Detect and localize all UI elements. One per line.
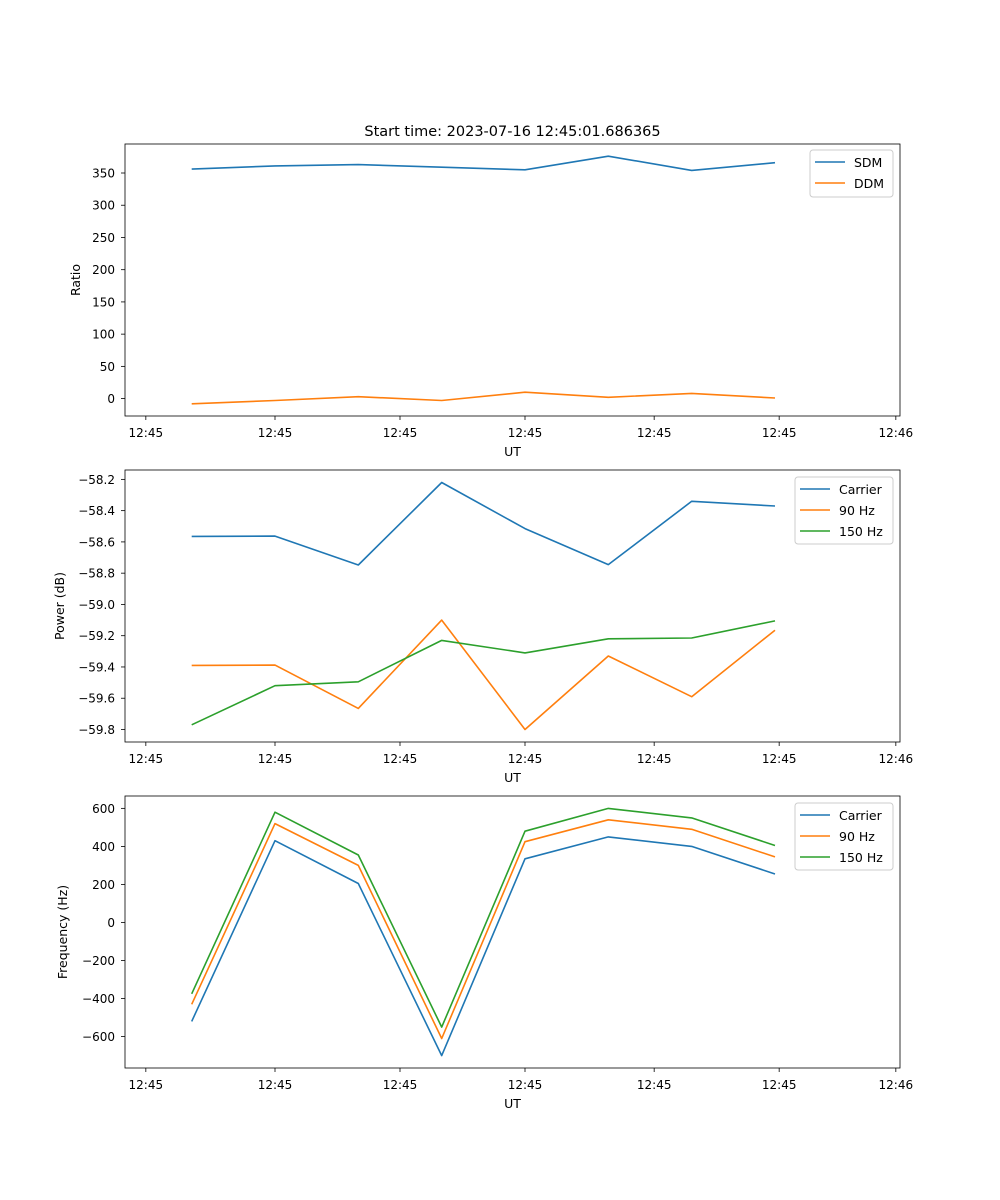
y-tick-label: 250	[92, 231, 115, 245]
x-tick-label: 12:45	[383, 752, 418, 766]
y-tick-label: 400	[92, 840, 115, 854]
legend-frame	[794, 476, 894, 545]
power-y-axis: −59.8 −59.6 −59.4 −59.2 −59.0 −58.8 −58.…	[78, 473, 115, 737]
ratio-x-axis: 12:45 12:45 12:45 12:45 12:45 12:45 12:4…	[129, 426, 914, 440]
y-tick-label: −58.6	[78, 535, 115, 549]
frequency-y-axis: −600 −400 −200 0 200 400 600	[82, 802, 115, 1044]
power-plot-area	[191, 481, 776, 731]
frequency-panel: 12:45 12:45 12:45 12:45 12:45 12:45 12:4…	[55, 795, 914, 1111]
x-tick-label: 12:46	[879, 752, 914, 766]
legend-label-150hz: 150 Hz	[839, 850, 883, 865]
series-line-carrier	[191, 481, 776, 566]
y-tick-label: 150	[92, 295, 115, 309]
y-tick-label: 100	[92, 328, 115, 342]
x-tick-label: 12:45	[508, 1078, 543, 1092]
legend-frame	[794, 802, 894, 871]
series-line-90hz	[190, 818, 776, 1040]
legend-label-ddm: DDM	[854, 176, 884, 191]
legend-label-90hz: 90 Hz	[839, 503, 875, 518]
y-tick-label: 50	[100, 360, 115, 374]
x-tick-label: 12:45	[508, 426, 543, 440]
y-tick-label: −58.8	[78, 567, 115, 581]
y-tick-label: 300	[92, 199, 115, 213]
x-tick-label: 12:45	[637, 752, 672, 766]
series-line-150hz	[190, 807, 776, 1028]
x-tick-label: 12:45	[258, 1078, 293, 1092]
ratio-plot-area	[191, 155, 776, 405]
x-axis-label: UT	[504, 770, 521, 785]
frequency-x-axis: 12:45 12:45 12:45 12:45 12:45 12:45 12:4…	[129, 1078, 914, 1092]
series-line-carrier	[190, 836, 776, 1057]
x-axis-label: UT	[504, 1096, 521, 1111]
y-tick-label: −59.4	[78, 661, 115, 675]
y-tick-label: −58.4	[78, 504, 115, 518]
series-line-90hz	[191, 619, 776, 731]
y-tick-label: −400	[82, 992, 115, 1006]
ratio-panel: Start time: 2023-07-16 12:45:01.686365 1…	[68, 124, 913, 459]
y-tick-label: 350	[92, 167, 115, 181]
frequency-legend: Carrier 90 Hz 150 Hz	[794, 802, 894, 871]
x-tick-label: 12:46	[879, 426, 914, 440]
chart-title: Start time: 2023-07-16 12:45:01.686365	[364, 124, 660, 140]
y-tick-label: 0	[107, 916, 115, 930]
x-tick-label: 12:45	[129, 752, 164, 766]
legend-label-sdm: SDM	[854, 155, 882, 170]
legend-label-90hz: 90 Hz	[839, 829, 875, 844]
x-tick-label: 12:45	[258, 426, 293, 440]
power-axes-frame	[124, 469, 901, 743]
y-tick-label: −200	[82, 954, 115, 968]
y-tick-label: 200	[92, 878, 115, 892]
ratio-axes-frame	[124, 143, 901, 417]
y-axis-label: Frequency (Hz)	[55, 885, 70, 979]
x-tick-label: 12:45	[637, 426, 672, 440]
legend-label-carrier: Carrier	[839, 482, 883, 497]
x-tick-label: 12:46	[879, 1078, 914, 1092]
x-tick-label: 12:45	[637, 1078, 672, 1092]
series-line-sdm	[191, 155, 776, 172]
x-tick-label: 12:45	[383, 426, 418, 440]
x-axis-label: UT	[504, 444, 521, 459]
legend-label-150hz: 150 Hz	[839, 524, 883, 539]
legend-label-carrier: Carrier	[839, 808, 883, 823]
y-tick-label: 0	[107, 392, 115, 406]
x-tick-label: 12:45	[129, 1078, 164, 1092]
x-tick-label: 12:45	[258, 752, 293, 766]
ratio-legend: SDM DDM	[809, 149, 894, 198]
x-tick-label: 12:45	[762, 752, 797, 766]
frequency-plot-area	[190, 807, 776, 1057]
x-tick-label: 12:45	[762, 426, 797, 440]
ratio-y-axis: 0 50 100 150 200 250 300 350	[92, 167, 115, 407]
power-legend: Carrier 90 Hz 150 Hz	[794, 476, 894, 545]
y-axis-label: Ratio	[68, 264, 83, 296]
power-x-axis: 12:45 12:45 12:45 12:45 12:45 12:45 12:4…	[129, 752, 914, 766]
y-tick-label: 600	[92, 802, 115, 816]
power-panel: 12:45 12:45 12:45 12:45 12:45 12:45 12:4…	[52, 469, 914, 785]
y-tick-label: −59.2	[78, 629, 115, 643]
y-tick-label: 200	[92, 263, 115, 277]
frequency-axes-frame	[124, 795, 901, 1069]
y-tick-label: −59.6	[78, 692, 115, 706]
y-tick-label: −58.2	[78, 473, 115, 487]
y-tick-label: −59.8	[78, 723, 115, 737]
series-line-150hz	[191, 620, 776, 726]
y-axis-label: Power (dB)	[52, 572, 67, 640]
x-tick-label: 12:45	[129, 426, 164, 440]
x-tick-label: 12:45	[762, 1078, 797, 1092]
y-tick-label: −59.0	[78, 598, 115, 612]
series-line-ddm	[191, 391, 776, 405]
y-tick-label: −600	[82, 1030, 115, 1044]
x-tick-label: 12:45	[508, 752, 543, 766]
x-tick-label: 12:45	[383, 1078, 418, 1092]
